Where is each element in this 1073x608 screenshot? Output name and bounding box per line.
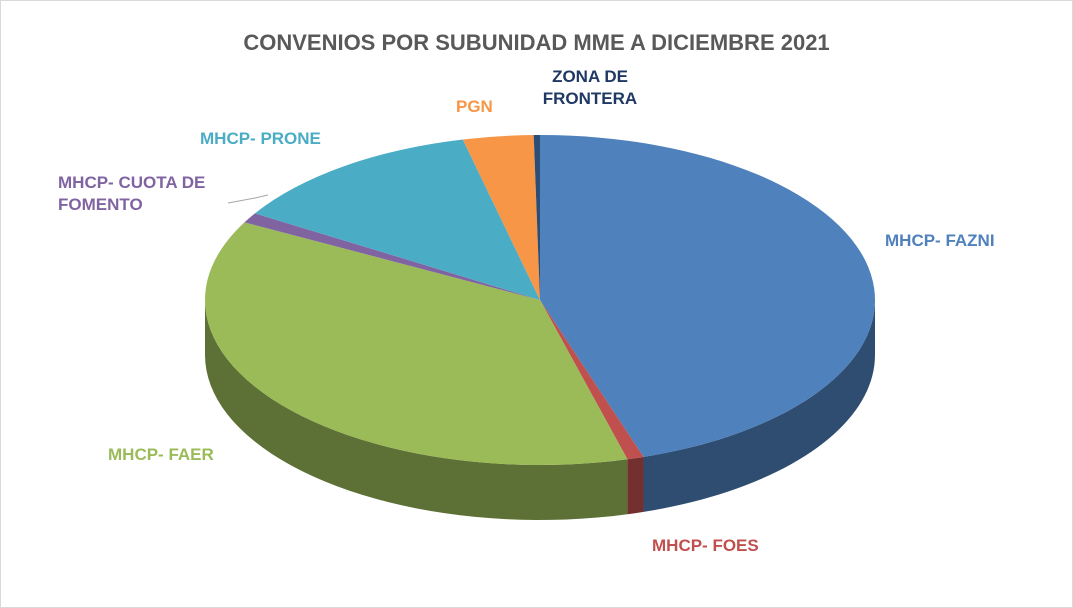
slice-label: MHCP- FOES (652, 536, 759, 555)
slice-label: MHCP- FAZNI (885, 231, 995, 250)
slice-side (643, 300, 875, 512)
slice (540, 135, 875, 457)
slice-label: ZONA DE FRONTERA (542, 67, 638, 108)
slice-side (205, 300, 628, 520)
slice-label: MHCP- PRONE (200, 129, 321, 148)
slice (244, 213, 540, 300)
leader-line (227, 194, 269, 204)
slice-label: PGN (456, 97, 493, 116)
slice (205, 222, 628, 465)
slice-side (627, 456, 644, 515)
slice (254, 139, 540, 300)
slice (540, 300, 644, 460)
slice (462, 135, 540, 300)
chart-title: CONVENIOS POR SUBUNIDAD MME A DICIEMBRE … (243, 30, 830, 55)
slice-label: MHCP- CUOTA DE FOMENTO (58, 173, 206, 214)
slice-label: MHCP- FAER (108, 445, 214, 464)
slice (533, 135, 540, 300)
